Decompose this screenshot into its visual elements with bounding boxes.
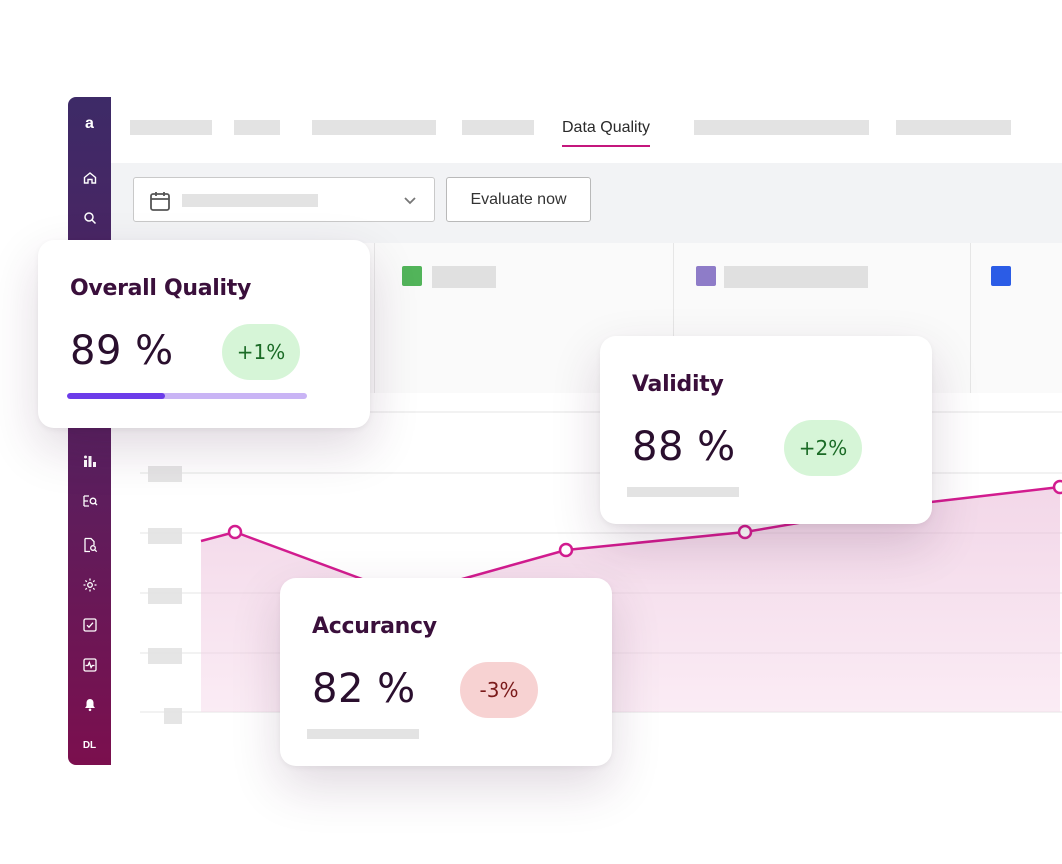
quality-progress-bar <box>67 393 307 399</box>
document-search-icon[interactable] <box>80 535 99 554</box>
y-tick-placeholder <box>148 528 182 544</box>
accuracy-card[interactable]: Accurancy 82 % -3% <box>280 578 612 766</box>
legend-label-placeholder <box>724 266 868 288</box>
legend-item <box>674 243 971 393</box>
tab-data-quality[interactable]: Data Quality <box>562 115 651 147</box>
delta-badge: -3% <box>460 662 538 718</box>
nav-tab-placeholder[interactable] <box>312 120 436 135</box>
y-tick-placeholder <box>148 466 182 482</box>
validity-card[interactable]: Validity 88 % +2% <box>600 336 932 524</box>
card-value: 88 % <box>632 424 736 470</box>
chevron-down-icon <box>404 197 416 205</box>
delta-badge: +1% <box>222 324 300 380</box>
home-icon[interactable] <box>80 168 99 187</box>
y-tick-placeholder <box>148 588 182 604</box>
user-avatar[interactable]: DL <box>82 740 97 751</box>
card-value: 82 % <box>312 666 416 712</box>
legend-swatch-green <box>402 266 422 286</box>
overall-quality-card[interactable]: Overall Quality 89 % +1% <box>38 240 370 428</box>
bell-icon[interactable] <box>80 695 99 714</box>
legend-swatch-blue <box>991 266 1011 286</box>
legend-swatch-purple <box>696 266 716 286</box>
date-range-placeholder <box>182 194 318 207</box>
checkbox-icon[interactable] <box>80 615 99 634</box>
legend-item <box>971 243 1062 393</box>
nav-tab-placeholder[interactable] <box>130 120 212 135</box>
calendar-icon <box>150 192 170 211</box>
search-icon[interactable] <box>80 208 99 227</box>
nav-tab-placeholder[interactable] <box>462 120 534 135</box>
sidebar: a <box>68 97 111 765</box>
delta-badge: +2% <box>784 420 862 476</box>
card-title: Validity <box>632 372 724 397</box>
gear-icon[interactable] <box>80 575 99 594</box>
legend-item <box>375 243 674 393</box>
card-value: 89 % <box>70 328 174 374</box>
app-logo[interactable]: a <box>85 115 94 132</box>
legend-item <box>111 243 375 393</box>
card-caption-placeholder <box>307 729 419 739</box>
card-title: Overall Quality <box>70 276 252 301</box>
date-range-select[interactable] <box>133 177 435 222</box>
nav-tab-placeholder[interactable] <box>694 120 869 135</box>
y-tick-placeholder <box>148 648 182 664</box>
card-title: Accurancy <box>312 614 437 639</box>
activity-icon[interactable] <box>80 655 99 674</box>
evaluate-now-button[interactable]: Evaluate now <box>446 177 591 222</box>
y-tick-placeholder <box>164 708 182 724</box>
bar-chart-icon[interactable] <box>80 451 99 470</box>
top-nav: Data Quality <box>111 97 1062 163</box>
quality-progress-fill <box>67 393 166 399</box>
nav-tab-placeholder[interactable] <box>234 120 280 135</box>
nav-tab-placeholder[interactable] <box>896 120 1011 135</box>
card-caption-placeholder <box>627 487 739 497</box>
toolbar: Evaluate now <box>111 163 1062 243</box>
equation-icon[interactable] <box>80 491 99 510</box>
legend-label-placeholder <box>432 266 496 288</box>
